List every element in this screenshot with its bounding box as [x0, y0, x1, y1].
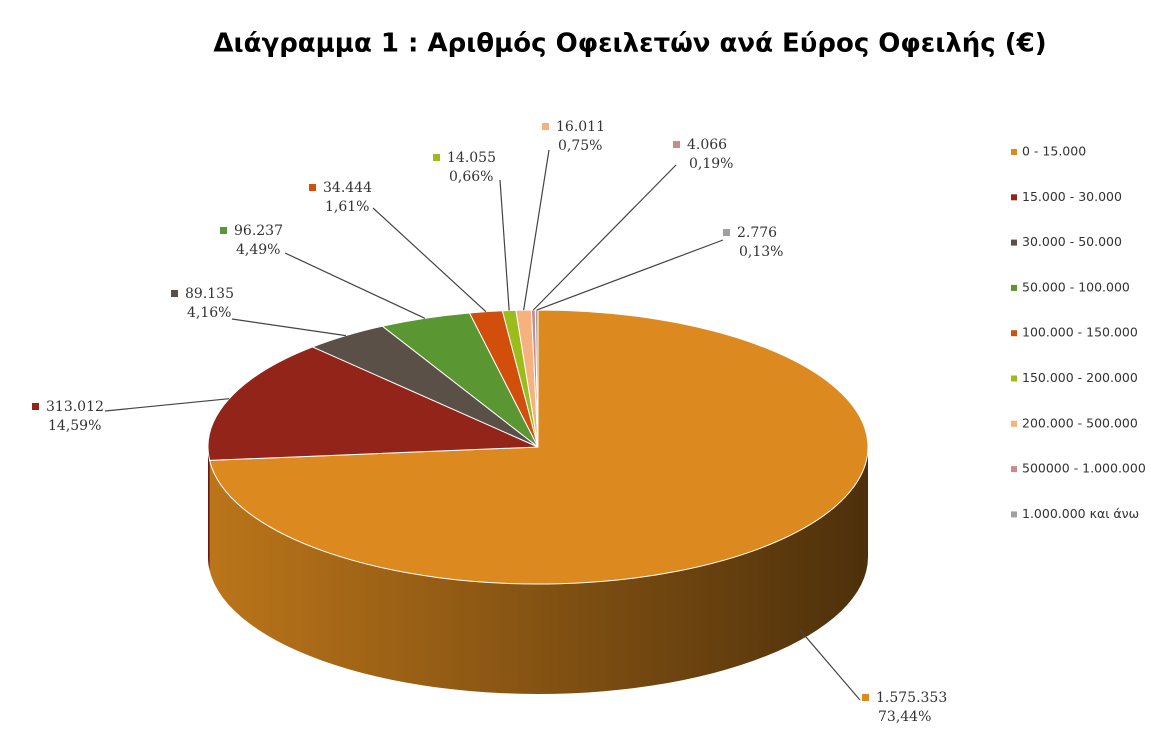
percent-label: 0,75%	[558, 138, 602, 154]
percent-label: 0,19%	[689, 156, 733, 172]
leader-line	[284, 252, 426, 319]
slice-side	[208, 447, 210, 571]
label-swatch	[862, 694, 869, 701]
legend-label: 1.000.000 και άνω	[1022, 506, 1139, 521]
data-label: 89.135	[185, 286, 234, 302]
leader-line	[536, 239, 724, 311]
label-swatch	[171, 290, 178, 297]
leader-line	[799, 629, 861, 701]
legend-label: 500000 - 1.000.000	[1022, 461, 1146, 476]
label-swatch	[723, 229, 730, 236]
legend-swatch	[1011, 511, 1017, 518]
percent-label: 14,59%	[48, 418, 101, 434]
label-swatch	[673, 141, 680, 148]
leader-line	[231, 318, 346, 337]
percent-label: 73,44%	[878, 709, 931, 725]
data-label: 1.575.353	[876, 690, 947, 706]
percent-label: 0,66%	[449, 169, 493, 185]
slice	[207, 346, 539, 461]
data-label: 34.444	[323, 180, 372, 196]
legend-label: 15.000 - 30.000	[1022, 189, 1122, 204]
label-swatch	[32, 403, 39, 410]
legend-label: 200.000 - 500.000	[1022, 415, 1138, 430]
leader-line	[499, 179, 510, 311]
legend-label: 30.000 - 50.000	[1022, 234, 1122, 249]
slice	[208, 309, 869, 585]
data-label: 2.776	[737, 225, 777, 241]
legend-swatch	[1011, 194, 1017, 201]
label-swatch	[220, 227, 227, 234]
legend-swatch	[1011, 375, 1017, 382]
legend-label: 0 - 15.000	[1022, 144, 1086, 159]
leader-line	[532, 164, 677, 311]
leader-line	[104, 398, 230, 412]
slice-side	[209, 447, 869, 694]
data-label: 96.237	[234, 223, 283, 239]
legend-swatch	[1011, 420, 1017, 427]
legend-swatch	[1011, 239, 1017, 246]
legend-swatch	[1011, 330, 1017, 337]
data-label: 313.012	[46, 399, 104, 415]
label-swatch	[542, 123, 549, 130]
label-swatch	[309, 184, 316, 191]
legend-swatch	[1011, 466, 1017, 473]
percent-label: 0,13%	[739, 244, 783, 260]
label-swatch	[433, 154, 440, 161]
data-label: 14.055	[447, 150, 496, 166]
percent-label: 4,49%	[236, 242, 280, 258]
data-label: 16.011	[556, 119, 605, 135]
legend-swatch	[1011, 149, 1017, 155]
data-label: 4.066	[687, 137, 727, 153]
leader-line	[523, 149, 550, 311]
legend-label: 50.000 - 100.000	[1022, 279, 1130, 294]
legend-label: 100.000 - 150.000	[1022, 325, 1138, 340]
chart-title: Διάγραμμα 1 : Αριθμός Οφειλετών ανά Εύρο…	[213, 29, 1046, 59]
percent-label: 1,61%	[325, 199, 369, 215]
legend-label: 150.000 - 200.000	[1022, 370, 1138, 385]
leader-line	[372, 207, 487, 313]
percent-label: 4,16%	[187, 305, 231, 321]
legend-swatch	[1011, 284, 1017, 291]
